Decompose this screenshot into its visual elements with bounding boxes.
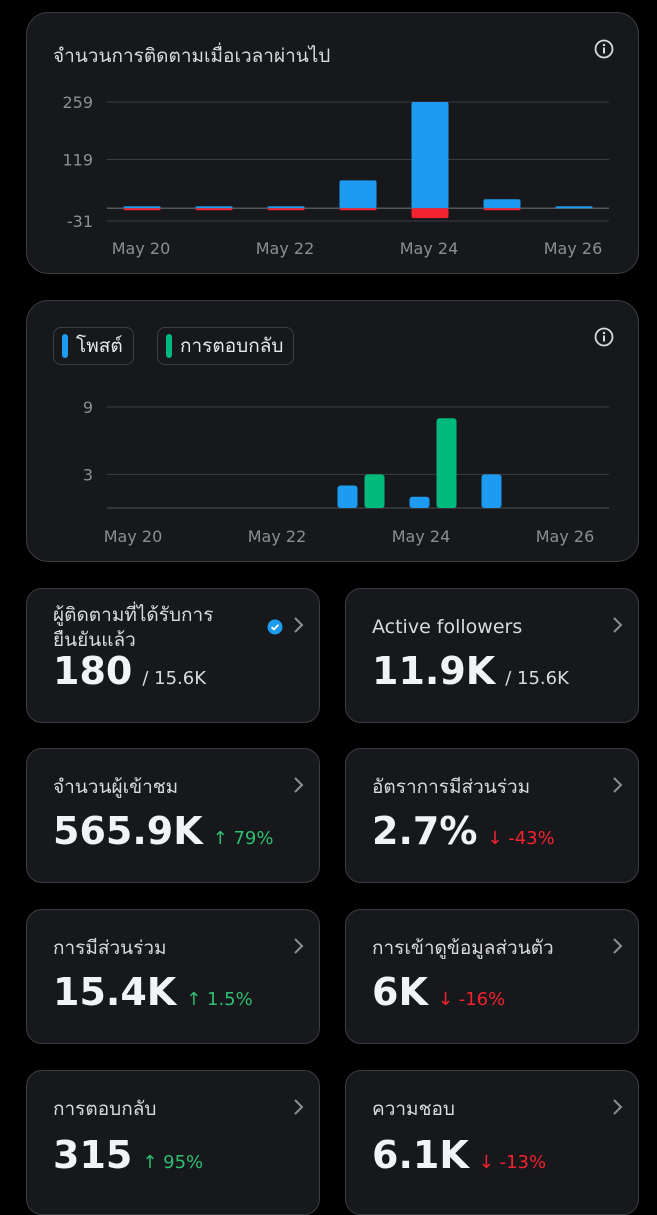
y-tick-label: -31 <box>67 212 93 231</box>
bar-gained[interactable] <box>483 199 521 209</box>
stat-value: 180 / 15.6K <box>53 650 206 700</box>
stat-value: 6K ↓ -16% <box>372 971 505 1021</box>
bar-lost[interactable] <box>123 208 161 211</box>
bar-gained[interactable] <box>411 102 449 209</box>
stat-value: 565.9K ↑ 79% <box>53 810 273 860</box>
stat-card[interactable]: ผู้ติดตามที่ได้รับการยืนยันแล้ว 180 / 15.6… <box>26 588 320 723</box>
y-tick-label: 259 <box>62 93 93 112</box>
x-tick-label: May 26 <box>536 527 595 546</box>
info-icon[interactable] <box>594 327 614 347</box>
x-tick-label: May 20 <box>104 527 163 546</box>
x-tick-label: May 22 <box>248 527 307 546</box>
verified-badge-icon <box>267 619 283 635</box>
stat-total: / 15.6K <box>142 668 206 689</box>
x-tick-label: May 24 <box>400 239 459 258</box>
stat-value: 315 ↑ 95% <box>53 1134 203 1184</box>
stat-label: Active followers <box>372 616 523 638</box>
bar-lost[interactable] <box>267 208 305 211</box>
bar-posts[interactable] <box>409 496 430 508</box>
stat-number: 315 <box>53 1133 133 1177</box>
activity-bar-chart: 9 3 May 20 May 22 May 24 May 26 <box>83 398 609 546</box>
stat-change-up: ↑ 79% <box>212 828 274 849</box>
legend-posts[interactable]: โพสต์ <box>53 327 134 365</box>
chevron-right-icon[interactable] <box>291 936 307 956</box>
stat-card[interactable]: การมีส่วนร่วม 15.4K ↑ 1.5% <box>26 909 320 1044</box>
stat-label: จำนวนผู้เข้าชม <box>53 776 179 798</box>
x-tick-label: May 22 <box>256 239 315 258</box>
bar-replies[interactable] <box>364 474 385 508</box>
stat-change-up: ↑ 95% <box>142 1152 204 1173</box>
stat-label: การเข้าดูข้อมูลส่วนตัว <box>372 937 554 959</box>
stat-number: 565.9K <box>53 809 203 853</box>
stat-card[interactable]: ความชอบ 6.1K ↓ -13% <box>345 1070 639 1215</box>
stat-number: 6.1K <box>372 1133 469 1177</box>
bar-posts[interactable] <box>481 474 502 508</box>
stat-card[interactable]: จำนวนผู้เข้าชม 565.9K ↑ 79% <box>26 748 320 883</box>
legend-replies[interactable]: การตอบกลับ <box>157 327 295 365</box>
stat-value: 15.4K ↑ 1.5% <box>53 971 253 1021</box>
chevron-right-icon[interactable] <box>291 1097 307 1117</box>
stat-card[interactable]: อัตราการมีส่วนร่วม 2.7% ↓ -43% <box>345 748 639 883</box>
chevron-right-icon[interactable] <box>610 1097 626 1117</box>
stat-number: 180 <box>53 649 133 693</box>
stat-label: การตอบกลับ <box>53 1098 157 1120</box>
stat-value: 11.9K / 15.6K <box>372 650 569 700</box>
y-tick-label: 3 <box>83 465 93 484</box>
stat-label: ความชอบ <box>372 1098 455 1120</box>
stat-change-down: ↓ -43% <box>487 828 555 849</box>
bar-gained[interactable] <box>339 180 377 209</box>
stat-value: 2.7% ↓ -43% <box>372 810 555 860</box>
bar-replies[interactable] <box>436 418 457 508</box>
stat-number: 2.7% <box>372 809 478 853</box>
stat-change-down: ↓ -13% <box>478 1152 547 1173</box>
legend-swatch-posts <box>62 334 68 358</box>
legend-swatch-replies <box>166 334 172 358</box>
x-tick-label: May 26 <box>544 239 603 258</box>
stat-number: 15.4K <box>53 970 177 1014</box>
stat-card[interactable]: การตอบกลับ 315 ↑ 95% <box>26 1070 320 1215</box>
bar-posts[interactable] <box>337 485 358 508</box>
legend-label-replies: การตอบกลับ <box>180 335 284 357</box>
chevron-right-icon[interactable] <box>610 936 626 956</box>
stat-number: 6K <box>372 970 428 1014</box>
followers-chart-title: จำนวนการติดตามเมื่อเวลาผ่านไป <box>53 45 331 67</box>
chevron-right-icon[interactable] <box>610 775 626 795</box>
x-tick-label: May 24 <box>392 527 451 546</box>
legend-label-posts: โพสต์ <box>76 335 123 357</box>
stat-total: / 15.6K <box>505 668 569 689</box>
bar-lost[interactable] <box>483 208 521 211</box>
stat-number: 11.9K <box>372 649 496 693</box>
stat-change-up: ↑ 1.5% <box>186 989 253 1010</box>
chevron-right-icon[interactable] <box>291 775 307 795</box>
stat-card[interactable]: การเข้าดูข้อมูลส่วนตัว 6K ↓ -16% <box>345 909 639 1044</box>
y-tick-label: 9 <box>83 398 93 417</box>
stat-value: 6.1K ↓ -13% <box>372 1134 546 1184</box>
x-tick-label: May 20 <box>112 239 171 258</box>
y-tick-label: 119 <box>62 150 93 169</box>
chevron-right-icon[interactable] <box>291 615 307 635</box>
stat-label: อัตราการมีส่วนร่วม <box>372 776 531 798</box>
followers-bar-chart: 259 119 -31 May 20 May 22 May 24 May 26 <box>62 93 609 258</box>
bar-gained[interactable] <box>123 206 161 209</box>
stat-label: การมีส่วนร่วม <box>53 937 167 959</box>
bar-gained[interactable] <box>267 206 305 209</box>
bar-gained[interactable] <box>195 206 233 209</box>
bar-lost[interactable] <box>195 208 233 211</box>
bar-lost[interactable] <box>411 208 449 219</box>
stat-label: ผู้ติดตามที่ได้รับการยืนยันแล้ว <box>53 604 214 651</box>
chevron-right-icon[interactable] <box>610 615 626 635</box>
stat-card[interactable]: Active followers 11.9K / 15.6K <box>345 588 639 723</box>
activity-card: โพสต์ การตอบกลับ 9 3 May 20 May 22 May 24 May… <box>26 300 639 562</box>
bar-gained[interactable] <box>555 206 593 209</box>
info-icon[interactable] <box>594 39 614 59</box>
stat-change-down: ↓ -16% <box>437 989 506 1010</box>
bar-lost[interactable] <box>339 208 377 211</box>
followers-over-time-card: จำนวนการติดตามเมื่อเวลาผ่านไป 259 119 -31 M… <box>26 12 639 274</box>
